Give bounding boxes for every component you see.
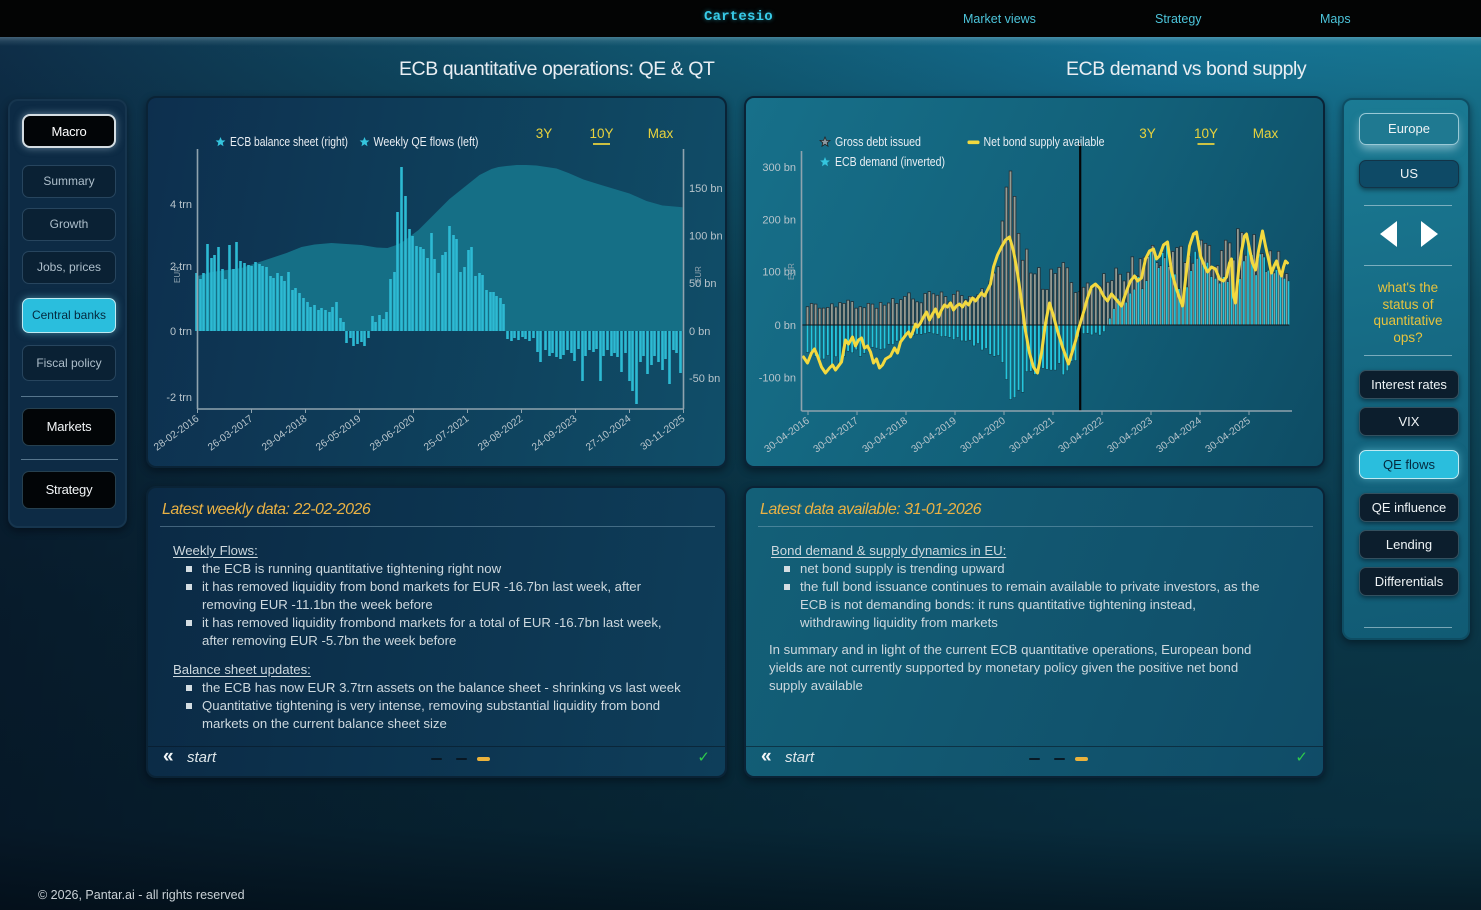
svg-text:Gross debt issued: Gross debt issued [835,135,921,149]
svg-text:30-04-2022: 30-04-2022 [1057,415,1106,455]
svg-text:2 trn: 2 trn [170,261,192,273]
svg-text:3Y: 3Y [1139,126,1156,141]
svg-text:30-04-2023: 30-04-2023 [1106,415,1155,455]
svg-text:Net bond supply available: Net bond supply available [984,135,1105,149]
svg-text:Max: Max [648,126,674,141]
svg-text:0 bn: 0 bn [689,326,710,338]
svg-text:10Y: 10Y [589,126,613,141]
svg-text:30-04-2018: 30-04-2018 [861,415,910,455]
svg-text:26-03-2017: 26-03-2017 [206,413,255,453]
svg-text:27-10-2024: 27-10-2024 [584,413,633,453]
svg-text:28-02-2016: 28-02-2016 [152,413,201,453]
svg-text:-50 bn: -50 bn [689,373,720,385]
svg-text:30-11-2025: 30-11-2025 [639,413,688,453]
svg-text:30-04-2020: 30-04-2020 [959,415,1008,455]
svg-text:3Y: 3Y [536,126,553,141]
svg-text:24-09-2023: 24-09-2023 [530,413,579,453]
svg-text:25-07-2021: 25-07-2021 [422,413,471,453]
svg-text:0 bn: 0 bn [775,320,796,332]
svg-text:28-06-2020: 28-06-2020 [368,413,417,453]
svg-text:26-05-2019: 26-05-2019 [314,413,363,453]
svg-text:EUR: EUR [787,263,796,280]
svg-text:EUR: EUR [694,266,703,283]
svg-text:150 bn: 150 bn [689,183,723,195]
svg-text:ECB demand (inverted): ECB demand (inverted) [835,155,945,169]
svg-text:28-08-2022: 28-08-2022 [476,413,525,453]
svg-text:200 bn: 200 bn [762,215,796,227]
svg-text:ECB balance sheet (right): ECB balance sheet (right) [230,135,348,149]
svg-text:300 bn: 300 bn [762,162,796,174]
svg-text:4 trn: 4 trn [170,199,192,211]
svg-text:0 trn: 0 trn [170,326,192,338]
svg-text:100 bn: 100 bn [689,231,723,243]
svg-text:30-04-2025: 30-04-2025 [1204,415,1253,455]
svg-text:Max: Max [1253,126,1279,141]
svg-text:30-04-2019: 30-04-2019 [910,415,959,455]
svg-text:30-04-2021: 30-04-2021 [1008,415,1057,455]
svg-text:10Y: 10Y [1194,126,1218,141]
svg-text:30-04-2024: 30-04-2024 [1155,415,1204,455]
svg-text:100 bn: 100 bn [762,267,796,279]
svg-text:-2 trn: -2 trn [166,392,192,404]
svg-text:Weekly QE flows (left): Weekly QE flows (left) [374,135,479,149]
svg-text:50 bn: 50 bn [689,278,717,290]
svg-text:30-04-2016: 30-04-2016 [763,415,812,455]
svg-text:EUR: EUR [173,266,182,283]
svg-text:30-04-2017: 30-04-2017 [812,415,861,455]
svg-text:-100 bn: -100 bn [759,373,796,385]
svg-text:29-04-2018: 29-04-2018 [260,413,309,453]
